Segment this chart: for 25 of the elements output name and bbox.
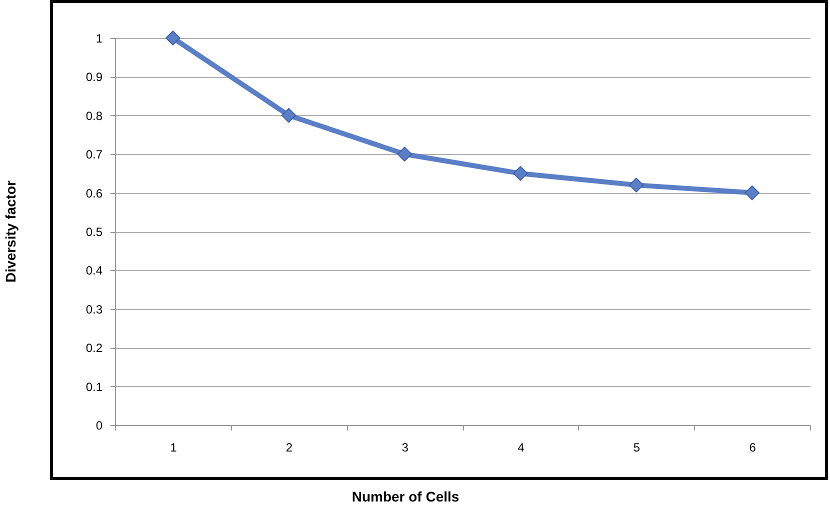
x-axis-title: Number of Cells — [352, 488, 460, 504]
y-tick-label: 0.2 — [86, 341, 103, 356]
y-tick-label: 0 — [96, 418, 103, 432]
y-tick-label: 0.1 — [86, 380, 103, 394]
y-tick-label: 0.8 — [86, 108, 103, 123]
y-tick-label: 0.3 — [86, 302, 103, 316]
point — [397, 146, 412, 162]
point — [166, 30, 180, 46]
y-tick-label: 0.9 — [86, 70, 103, 84]
y-tick-label: 0.6 — [86, 186, 103, 200]
y-axis-title: Diversity factor — [2, 180, 18, 282]
x-tick-label: 1 — [170, 440, 178, 454]
x-tick-label: 5 — [633, 440, 640, 454]
point — [628, 178, 644, 192]
y-tick-label: 0.7 — [86, 148, 103, 162]
y-tick-label: 0.4 — [86, 264, 103, 278]
y-tick-label: 1 — [96, 32, 103, 46]
x-tick-label: 6 — [749, 440, 756, 454]
point — [513, 166, 528, 181]
x-tick-label: 3 — [402, 440, 409, 454]
point — [281, 108, 296, 123]
x-tick-label: 4 — [518, 440, 525, 454]
x-tick-label: 2 — [286, 440, 293, 454]
y-tick-label: 0.5 — [86, 225, 103, 239]
point — [744, 185, 760, 200]
